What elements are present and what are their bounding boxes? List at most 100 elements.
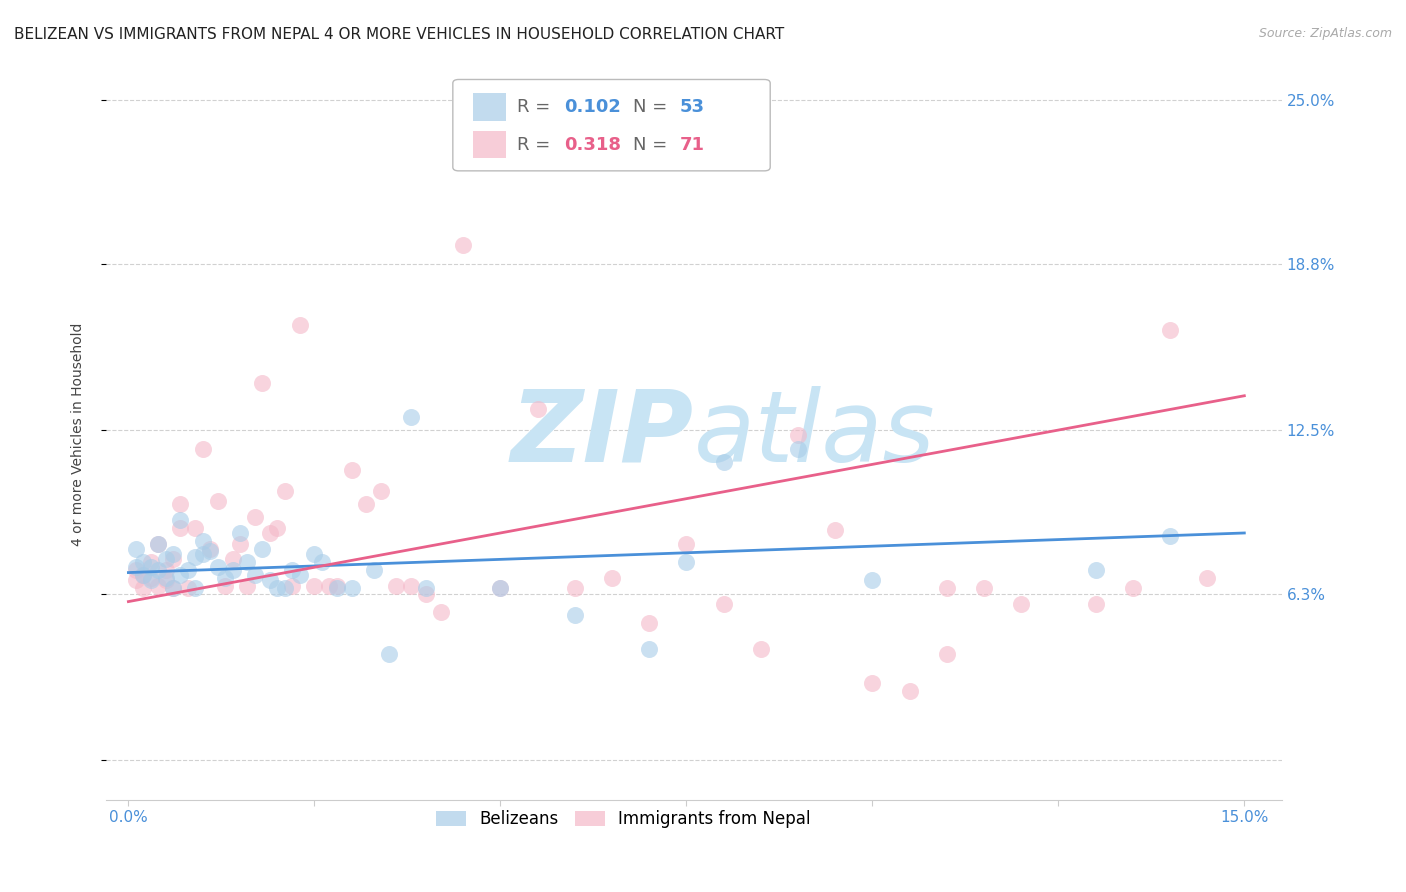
Point — [564, 607, 586, 622]
Text: N =: N = — [633, 136, 672, 153]
Point — [325, 582, 347, 596]
Point — [787, 442, 810, 456]
Point — [935, 582, 957, 596]
Point — [399, 579, 422, 593]
Point — [385, 579, 408, 593]
Point — [207, 494, 229, 508]
Point — [139, 571, 162, 585]
Point — [207, 560, 229, 574]
Point — [1084, 597, 1107, 611]
Point — [169, 568, 191, 582]
Point — [200, 544, 222, 558]
Point — [340, 582, 363, 596]
Bar — [472, 94, 506, 121]
Point — [675, 536, 697, 550]
Point — [162, 552, 184, 566]
Point — [266, 582, 288, 596]
Point — [243, 568, 266, 582]
Text: BELIZEAN VS IMMIGRANTS FROM NEPAL 4 OR MORE VEHICLES IN HOUSEHOLD CORRELATION CH: BELIZEAN VS IMMIGRANTS FROM NEPAL 4 OR M… — [14, 27, 785, 42]
Point — [191, 547, 214, 561]
Text: 0.318: 0.318 — [564, 136, 621, 153]
Point — [378, 648, 401, 662]
Point — [1010, 597, 1032, 611]
Point — [155, 574, 177, 588]
Point — [340, 463, 363, 477]
Point — [132, 582, 155, 596]
Point — [191, 533, 214, 548]
Point — [281, 579, 304, 593]
Point — [288, 568, 311, 582]
Text: Source: ZipAtlas.com: Source: ZipAtlas.com — [1258, 27, 1392, 40]
Point — [221, 552, 243, 566]
Point — [600, 571, 623, 585]
Point — [243, 510, 266, 524]
Point — [146, 563, 169, 577]
Point — [273, 483, 295, 498]
Point — [713, 597, 735, 611]
Point — [146, 536, 169, 550]
Point — [177, 563, 200, 577]
Point — [155, 552, 177, 566]
Point — [259, 574, 281, 588]
Point — [860, 676, 883, 690]
Point — [318, 579, 340, 593]
Point — [139, 555, 162, 569]
Point — [749, 642, 772, 657]
Point — [304, 579, 326, 593]
Point — [259, 526, 281, 541]
Point — [155, 563, 177, 577]
Point — [266, 521, 288, 535]
FancyBboxPatch shape — [453, 79, 770, 171]
Text: N =: N = — [633, 98, 672, 116]
Point — [713, 455, 735, 469]
Point — [356, 497, 378, 511]
Point — [1084, 563, 1107, 577]
Point — [1122, 582, 1144, 596]
Point — [132, 568, 155, 582]
Point — [169, 497, 191, 511]
Point — [489, 582, 512, 596]
Point — [430, 605, 453, 619]
Point — [787, 428, 810, 442]
Point — [146, 579, 169, 593]
Point — [221, 563, 243, 577]
Text: 53: 53 — [679, 98, 704, 116]
Point — [236, 555, 259, 569]
Point — [214, 571, 236, 585]
Y-axis label: 4 or more Vehicles in Household: 4 or more Vehicles in Household — [72, 322, 86, 546]
Bar — [472, 130, 506, 159]
Point — [1159, 528, 1181, 542]
Point — [415, 587, 437, 601]
Point — [184, 549, 207, 564]
Point — [125, 563, 148, 577]
Point — [363, 563, 385, 577]
Point — [564, 582, 586, 596]
Point — [229, 536, 252, 550]
Text: atlas: atlas — [693, 385, 935, 483]
Point — [304, 547, 326, 561]
Point — [169, 521, 191, 535]
Text: 71: 71 — [679, 136, 704, 153]
Point — [1197, 571, 1219, 585]
Point — [155, 571, 177, 585]
Point — [236, 579, 259, 593]
Point — [125, 541, 148, 556]
Point — [638, 615, 661, 630]
Text: R =: R = — [517, 136, 557, 153]
Point — [169, 513, 191, 527]
Point — [311, 555, 333, 569]
Point — [162, 547, 184, 561]
Point — [935, 648, 957, 662]
Point — [214, 579, 236, 593]
Point — [252, 376, 274, 390]
Point — [399, 409, 422, 424]
Point — [638, 642, 661, 657]
Point — [132, 568, 155, 582]
Point — [177, 582, 200, 596]
Point — [451, 238, 474, 252]
Point — [325, 579, 347, 593]
Point — [281, 563, 304, 577]
Point — [273, 582, 295, 596]
Point — [125, 560, 148, 574]
Point — [139, 560, 162, 574]
